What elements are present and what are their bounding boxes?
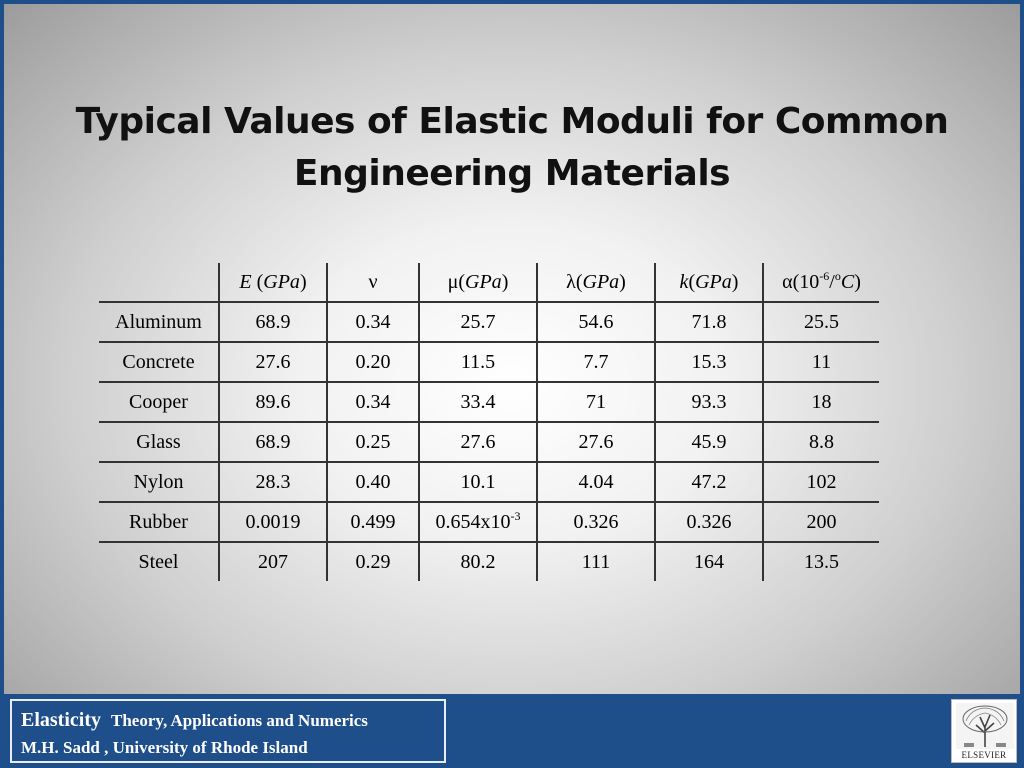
alpha-cell: 11 xyxy=(762,342,879,383)
lambda-cell: 0.326 xyxy=(536,502,655,543)
header-youngs-modulus: E (GPa) xyxy=(218,263,327,303)
material-cell: Glass xyxy=(99,422,219,463)
e-cell: 89.6 xyxy=(218,382,327,423)
mu-cell: 10.1 xyxy=(418,462,537,503)
mu-cell: 25.7 xyxy=(418,302,537,343)
k-cell: 0.326 xyxy=(654,502,763,543)
lambda-cell: 111 xyxy=(536,542,655,581)
table-row: Aluminum 68.9 0.34 25.7 54.6 71.8 25.5 xyxy=(99,302,879,343)
header-lame-constant: λ(GPa) xyxy=(536,263,655,303)
mu-cell: 80.2 xyxy=(418,542,537,581)
material-cell: Rubber xyxy=(99,502,219,543)
lambda-cell: 71 xyxy=(536,382,655,423)
nu-cell: 0.40 xyxy=(326,462,419,503)
footer-credit-box: Elasticity Theory, Applications and Numer… xyxy=(10,699,446,763)
lambda-cell: 7.7 xyxy=(536,342,655,383)
mu-cell: 27.6 xyxy=(418,422,537,463)
e-cell: 68.9 xyxy=(218,302,327,343)
e-cell: 28.3 xyxy=(218,462,327,503)
mu-cell: 33.4 xyxy=(418,382,537,423)
nu-cell: 0.29 xyxy=(326,542,419,581)
alpha-cell: 8.8 xyxy=(762,422,879,463)
header-shear-modulus: μ(GPa) xyxy=(418,263,537,303)
e-cell: 0.0019 xyxy=(218,502,327,543)
lambda-cell: 54.6 xyxy=(536,302,655,343)
material-cell: Steel xyxy=(138,550,179,573)
header-thermal-expansion: α(10-6/oC) xyxy=(762,263,879,303)
author-line: M.H. Sadd , University of Rhode Island xyxy=(21,738,308,757)
logo-text: ELSEVIER xyxy=(961,750,1007,760)
k-cell: 47.2 xyxy=(654,462,763,503)
elsevier-tree-icon xyxy=(956,703,1014,749)
k-cell: 45.9 xyxy=(654,422,763,463)
nu-cell: 0.34 xyxy=(326,382,419,423)
slide-title: Typical Values of Elastic Moduli for Com… xyxy=(4,96,1020,200)
elastic-moduli-table: E (GPa) ν μ(GPa) λ(GPa) k(GPa) α(10-6/oC… xyxy=(99,263,879,581)
table-row: Cooper 89.6 0.34 33.4 71 93.3 18 xyxy=(99,382,879,423)
k-cell: 93.3 xyxy=(654,382,763,423)
table-row: Concrete 27.6 0.20 11.5 7.7 15.3 11 xyxy=(99,342,879,383)
k-cell: 15.3 xyxy=(654,342,763,383)
table-row: Glass 68.9 0.25 27.6 27.6 45.9 8.8 xyxy=(99,422,879,463)
alpha-cell: 13.5 xyxy=(762,542,879,581)
table-row: Rubber 0.0019 0.499 0.654x10-3 0.326 0.3… xyxy=(99,502,879,543)
alpha-cell: 102 xyxy=(762,462,879,503)
k-cell: 71.8 xyxy=(654,302,763,343)
material-cell: Nylon xyxy=(99,462,219,503)
nu-cell: 0.20 xyxy=(326,342,419,383)
slide-title-text: Typical Values of Elastic Moduli for Com… xyxy=(75,101,949,194)
lambda-cell: 27.6 xyxy=(536,422,655,463)
elsevier-logo: ELSEVIER xyxy=(951,699,1017,763)
book-title: Elasticity xyxy=(21,709,101,731)
book-subtitle: Theory, Applications and Numerics xyxy=(111,711,368,730)
nu-cell: 0.25 xyxy=(326,422,419,463)
e-cell: 68.9 xyxy=(218,422,327,463)
table-header-row: E (GPa) ν μ(GPa) λ(GPa) k(GPa) α(10-6/oC… xyxy=(99,263,879,303)
lambda-cell: 4.04 xyxy=(536,462,655,503)
header-poisson-ratio: ν xyxy=(326,263,419,303)
slide: Typical Values of Elastic Moduli for Com… xyxy=(4,4,1020,694)
alpha-cell: 25.5 xyxy=(762,302,879,343)
nu-cell: 0.34 xyxy=(326,302,419,343)
header-material xyxy=(99,263,219,303)
footer-book-line: Elasticity Theory, Applications and Numer… xyxy=(21,709,368,732)
e-cell: 207 xyxy=(218,542,327,581)
material-cell: Concrete xyxy=(99,342,219,383)
e-cell: 27.6 xyxy=(218,342,327,383)
table-row: Steel 207 0.29 80.2 111 164 13.5 xyxy=(99,542,879,581)
alpha-cell: 18 xyxy=(762,382,879,423)
k-cell: 164 xyxy=(654,542,763,581)
material-cell: Aluminum xyxy=(99,302,219,343)
table-row: Nylon 28.3 0.40 10.1 4.04 47.2 102 xyxy=(99,462,879,503)
mu-cell: 11.5 xyxy=(418,342,537,383)
mu-cell: 0.654x10-3 xyxy=(418,502,537,543)
alpha-cell: 200 xyxy=(762,502,879,543)
header-bulk-modulus: k(GPa) xyxy=(654,263,763,303)
material-cell: Cooper xyxy=(99,382,219,423)
nu-cell: 0.499 xyxy=(326,502,419,543)
